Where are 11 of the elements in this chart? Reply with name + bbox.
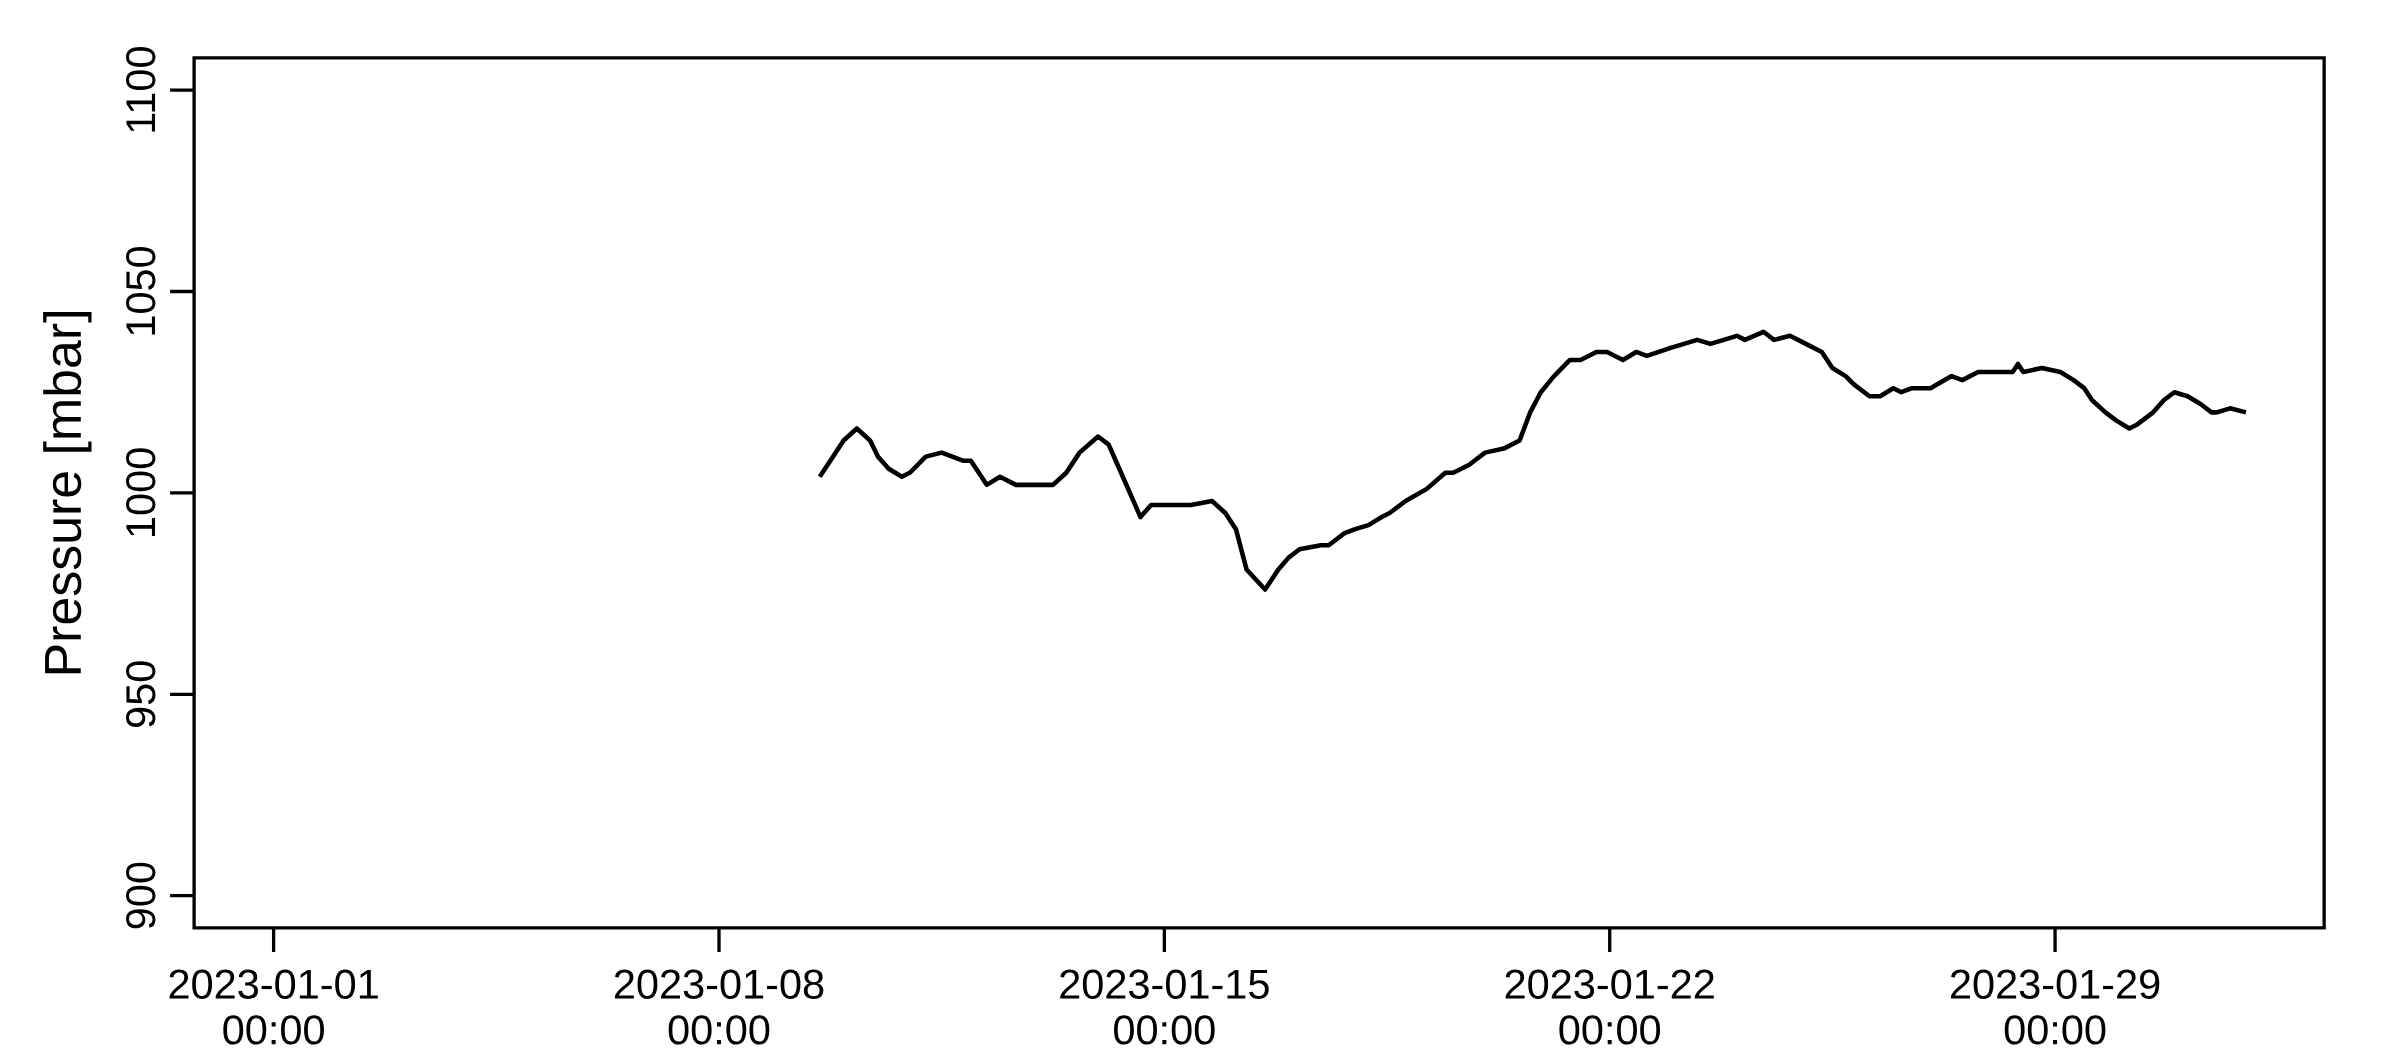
y-tick-label: 1100: [126, 47, 156, 132]
y-axis-title: Pressure [mbar]: [43, 312, 92, 674]
x-tick-label: 2023-01-01 00:00: [169, 969, 378, 1045]
y-tick-label: 1000: [126, 448, 156, 536]
x-tick-label: 2023-01-15 00:00: [1060, 969, 1269, 1045]
x-tick-label: 2023-01-29 00:00: [1950, 969, 2160, 1045]
x-tick-label: 2023-01-22 00:00: [1505, 969, 1714, 1045]
y-tick-label: 1050: [126, 246, 156, 335]
x-tick-label: 2023-01-08 00:00: [614, 969, 824, 1045]
y-tick-label: 950: [126, 661, 156, 727]
y-tick-label: 900: [126, 862, 156, 929]
